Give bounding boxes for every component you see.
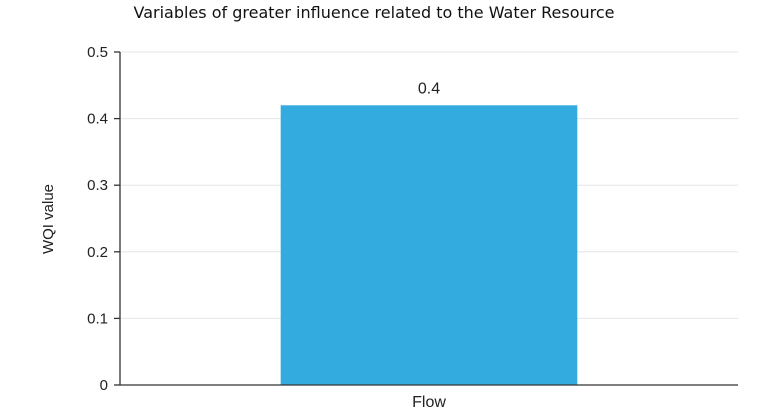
- y-axis-label: WQI value: [40, 184, 57, 254]
- y-axis-ticks: 0 0.1 0.2 0.3 0.4 0.5: [87, 44, 120, 394]
- x-axis-categories: Flow: [412, 394, 446, 411]
- y-tick-label: 0.1: [87, 310, 108, 327]
- bars: 0.4: [280, 80, 578, 385]
- y-tick-label: 0.3: [87, 177, 108, 194]
- y-tick-label: 0.5: [87, 44, 108, 61]
- chart-title: Variables of greater influence related t…: [134, 3, 615, 22]
- bar-data-label: 0.4: [418, 80, 440, 97]
- y-tick-label: 0.2: [87, 244, 108, 261]
- bar: [280, 105, 578, 385]
- x-category-label: Flow: [412, 394, 446, 411]
- y-tick-label: 0: [100, 377, 108, 394]
- y-tick-label: 0.4: [87, 111, 108, 128]
